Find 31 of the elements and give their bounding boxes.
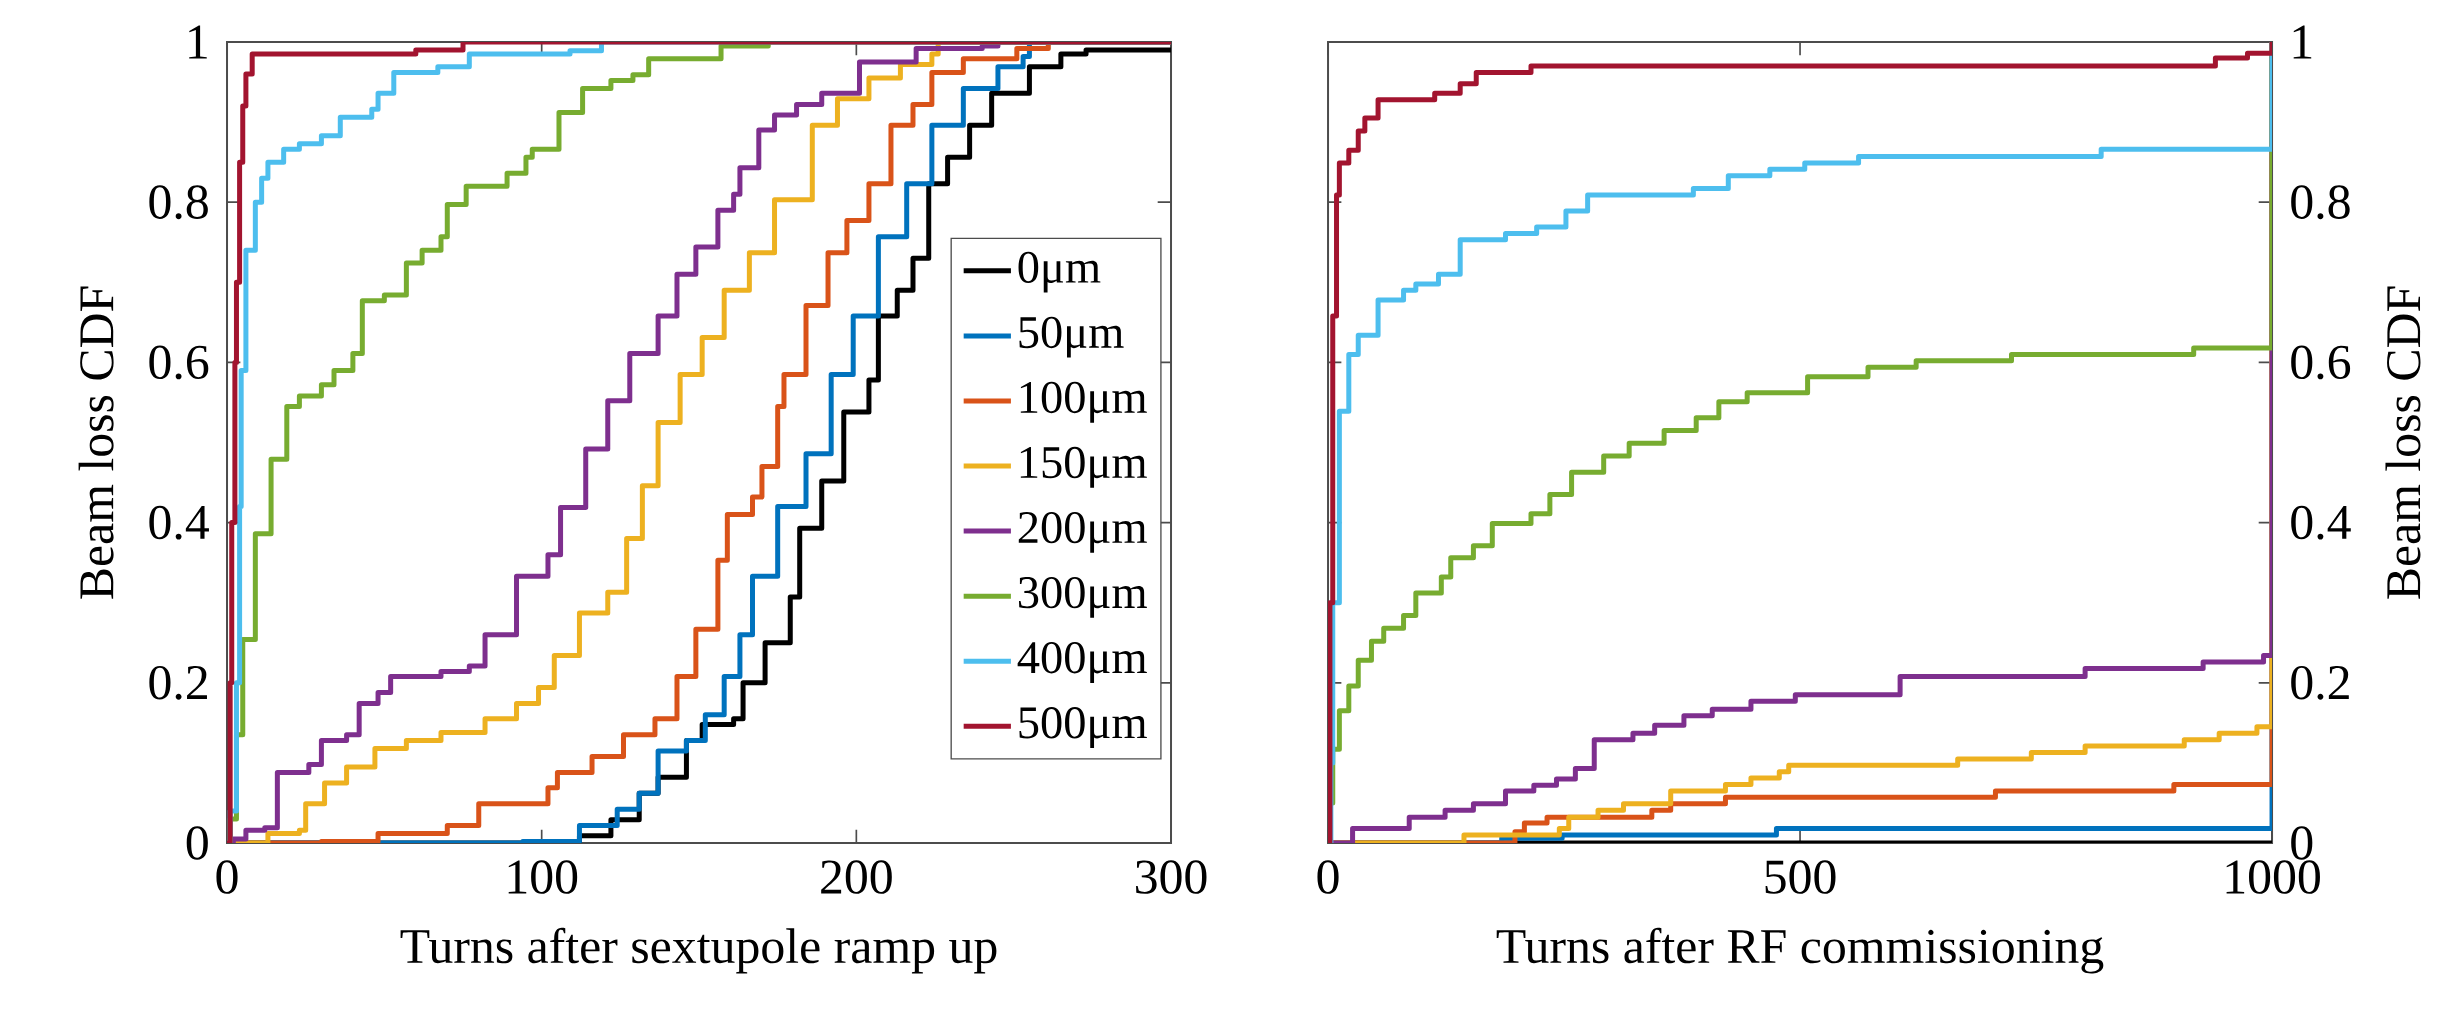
x-tick-label: 500	[1765, 860, 1836, 894]
y-tick-label: 0	[2291, 826, 2313, 860]
legend-label: 50μm	[1019, 316, 1124, 358]
x-tick-label: 0	[1317, 860, 1339, 894]
legend-label: 150μm	[1020, 446, 1147, 488]
x-axis-title: Turns after RF commissioning	[1496, 927, 2104, 974]
y-axis-title: Beam loss CDF	[78, 286, 114, 599]
y-tick-label: 0.2	[2291, 665, 2349, 700]
y-tick-label: 0.4	[2291, 505, 2351, 540]
x-axis-title: Turns after sextupole ramp up	[400, 927, 997, 974]
y-tick-label: 1	[2293, 25, 2312, 59]
y-tick-label: 0.8	[149, 185, 208, 220]
y-tick-label: 0.2	[149, 665, 207, 700]
y-axis-title: Beam loss CDF	[2385, 286, 2421, 599]
y-tick-label: 0.6	[149, 345, 209, 380]
legend-label: 300μm	[1018, 576, 1147, 618]
y-tick-label: 1	[189, 25, 207, 59]
legend-label: 100μm	[1020, 381, 1147, 423]
legend-label: 0μm	[1018, 251, 1101, 293]
legend-label: 200μm	[1018, 511, 1147, 553]
x-tick-label: 0	[216, 860, 238, 894]
x-tick-label: 200	[821, 860, 892, 894]
x-tick-label: 1000	[2226, 860, 2320, 894]
y-tick-label: 0.6	[2291, 345, 2351, 380]
x-tick-label: 300	[1136, 860, 1207, 894]
y-tick-label: 0.4	[149, 505, 209, 540]
y-tick-label: 0.8	[2291, 185, 2350, 220]
x-tick-label: 100	[508, 860, 578, 894]
legend-label: 400μm	[1017, 642, 1147, 683]
legend-label: 500μm	[1019, 707, 1147, 748]
y-tick-label: 0	[186, 826, 208, 860]
